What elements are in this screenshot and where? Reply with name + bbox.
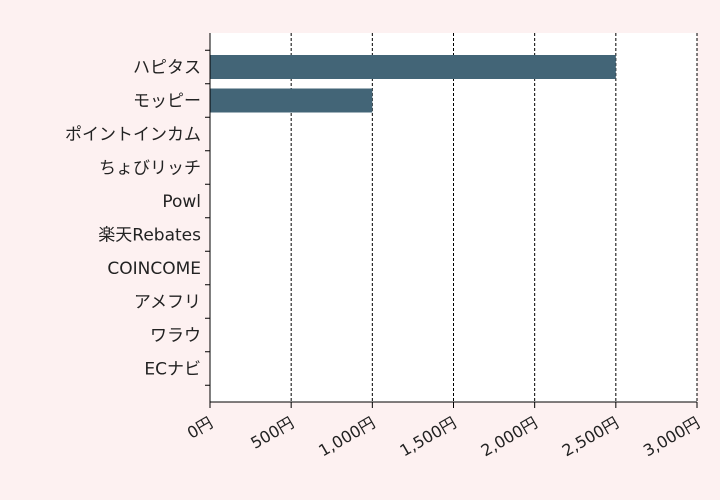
x-tick-label-5: 2,500円: [559, 413, 622, 460]
category-label-5: 楽天Rebates: [98, 226, 201, 246]
category-label-3: ちょびリッチ: [99, 159, 201, 179]
x-tick-label-1: 500円: [247, 413, 297, 453]
category-label-2: ポイントインカム: [65, 125, 201, 145]
category-label-6: COINCOME: [107, 259, 201, 279]
x-tick-label-0: 0円: [184, 413, 216, 443]
category-label-4: Powl: [162, 192, 201, 212]
x-tick-label-4: 2,000円: [478, 413, 541, 460]
x-tick-label-2: 1,000円: [315, 413, 378, 460]
bar-0: [210, 55, 616, 79]
category-label-0: ハピタス: [133, 58, 201, 78]
x-tick-label-6: 3,000円: [640, 413, 703, 460]
category-label-1: モッピー: [133, 92, 201, 112]
x-tick-label-3: 1,500円: [396, 413, 459, 460]
category-label-8: ワラウ: [150, 326, 201, 346]
bar-1: [210, 88, 373, 113]
category-label-7: アメフリ: [134, 293, 201, 313]
category-label-9: ECナビ: [144, 360, 201, 380]
